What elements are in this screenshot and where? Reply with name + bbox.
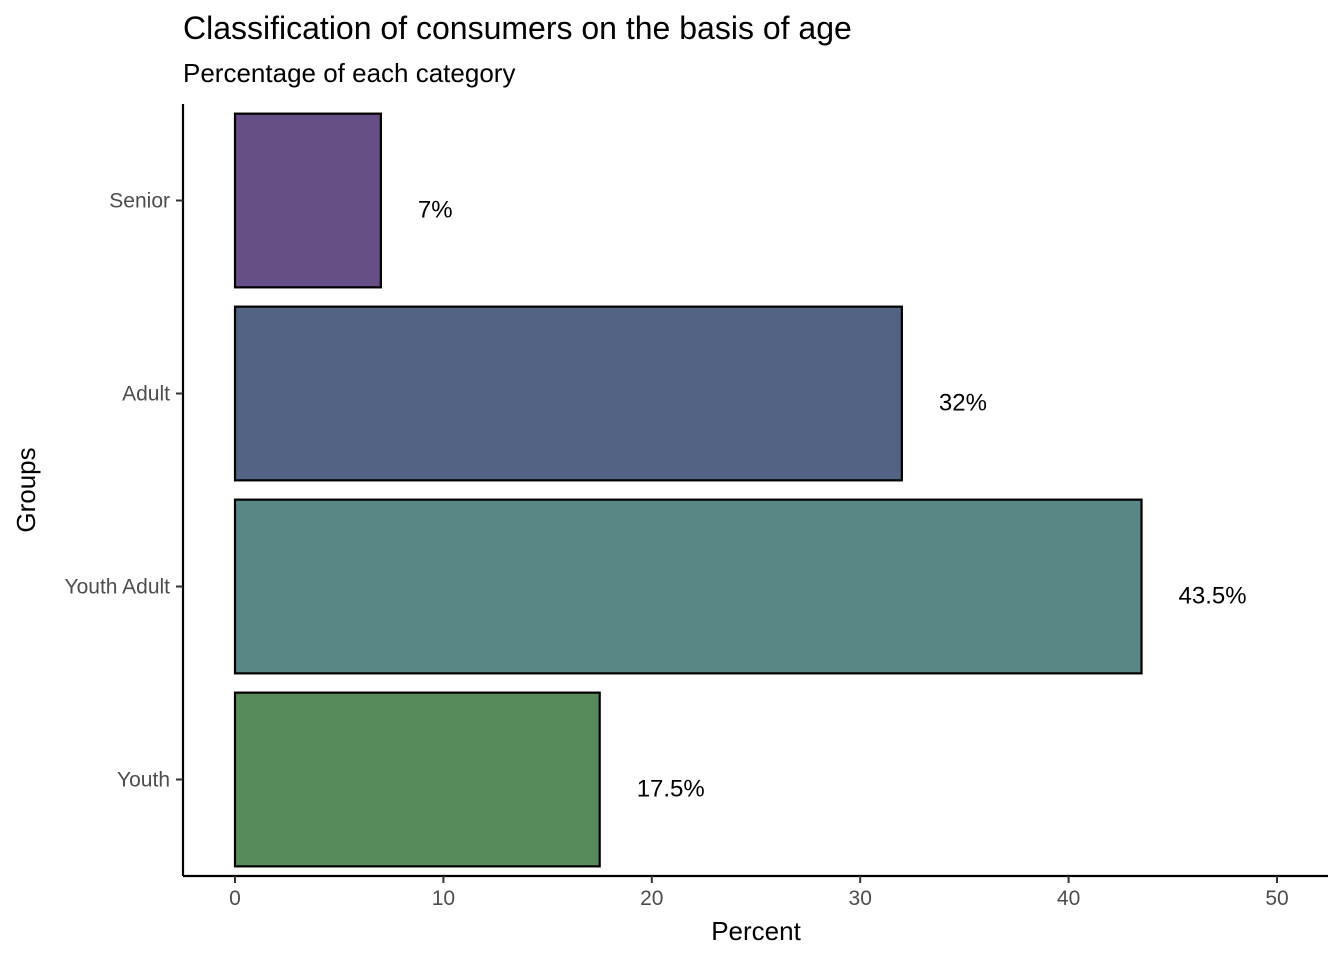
x-ticks-layer: 0 10 20 30 40 50: [229, 876, 1289, 910]
data-labels-layer: 17.5% 43.5% 32% 7%: [418, 197, 1247, 803]
x-tick-label-40: 40: [1057, 887, 1080, 910]
data-label-youth-adult: 43.5%: [1179, 583, 1247, 610]
data-label-senior: 7%: [418, 197, 453, 224]
bar-youth: [233, 691, 601, 868]
x-tick-label-50: 50: [1265, 887, 1288, 910]
x-axis-title: Percent: [711, 916, 801, 946]
y-ticks-layer: Youth Youth Adult Adult Senior: [65, 190, 183, 792]
x-tick-label-30: 30: [849, 887, 872, 910]
data-label-youth: 17.5%: [637, 776, 705, 803]
x-tick-label-20: 20: [640, 887, 663, 910]
data-label-adult: 32%: [939, 390, 987, 417]
y-tick-label-youth: Youth: [117, 769, 170, 792]
x-tick-label-0: 0: [229, 887, 241, 910]
y-tick-label-senior: Senior: [109, 190, 170, 213]
y-tick-label-youth-adult: Youth Adult: [65, 576, 171, 599]
x-tick-label-10: 10: [432, 887, 455, 910]
y-tick-label-adult: Adult: [122, 383, 170, 406]
bar-youth-adult: [233, 498, 1143, 675]
chart-subtitle: Percentage of each category: [183, 58, 515, 88]
bars-layer: [233, 112, 1143, 868]
bar-senior: [233, 112, 382, 289]
y-axis-title: Groups: [11, 447, 41, 532]
bar-adult: [233, 305, 903, 482]
chart-title: Classification of consumers on the basis…: [183, 10, 852, 46]
